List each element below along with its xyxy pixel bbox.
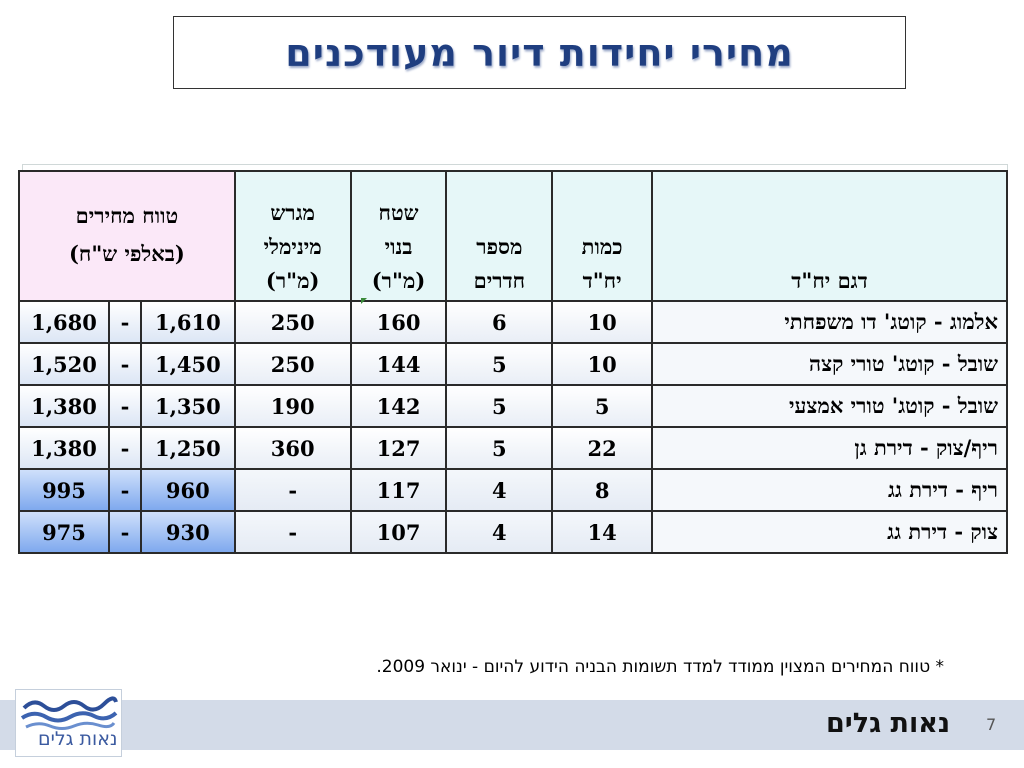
cell-min-plot: - (233, 468, 352, 512)
cell-rooms: 4 (445, 510, 554, 554)
table-frame (22, 164, 1008, 171)
table-row: ריף - דירת גג 8 4 117 - 960 - 995 (18, 468, 1008, 512)
cell-quantity: 8 (551, 468, 654, 512)
cell-model: צוק - דירת גג (651, 510, 1008, 554)
cell-price-dash: - (107, 342, 142, 386)
cell-model: אלמוג - קוטג' דו משפחתי (651, 300, 1008, 344)
cell-min-plot: - (233, 510, 352, 554)
cell-quantity: 10 (551, 300, 654, 344)
cell-quantity: 10 (551, 342, 654, 386)
page-title: מחירי יחידות דיור מעודכנים (285, 30, 794, 75)
header-price-range: טווח מחירים (באלפי ש"ח) (18, 170, 236, 302)
cell-model: שובל - קוטג' טורי קצה (651, 342, 1008, 386)
footnote: * טווח המחירים המצוין ממודד למדד תשומות … (376, 657, 944, 677)
title-box: מחירי יחידות דיור מעודכנים (173, 16, 906, 89)
cell-price-high: 1,380 (18, 384, 110, 428)
cell-price-dash: - (107, 384, 142, 428)
waves-logo-icon (20, 696, 118, 730)
cell-min-plot: 250 (233, 342, 352, 386)
cell-built-area: 160 (349, 300, 448, 344)
cell-min-plot: 190 (233, 384, 352, 428)
cell-built-area: 144 (349, 342, 448, 386)
cell-price-dash: - (107, 468, 142, 512)
cell-quantity: 22 (551, 426, 654, 470)
cell-rooms: 5 (445, 426, 554, 470)
table-row: שובל - קוטג' טורי קצה 10 5 144 250 1,450… (18, 342, 1008, 386)
cell-quantity: 14 (551, 510, 654, 554)
footer-brand: נאות גלים (826, 708, 951, 739)
cell-rooms: 5 (445, 384, 554, 428)
header-quantity: כמות יח"ד (551, 170, 654, 302)
cell-price-high: 1,680 (18, 300, 110, 344)
cell-price-low: 960 (139, 468, 236, 512)
cell-built-area: 107 (349, 510, 448, 554)
table-row: אלמוג - קוטג' דו משפחתי 10 6 160 250 1,6… (18, 300, 1008, 344)
table-row: צוק - דירת גג 14 4 107 - 930 - 975 (18, 510, 1008, 554)
cell-price-high: 995 (18, 468, 110, 512)
cell-price-low: 1,350 (139, 384, 236, 428)
cell-price-low: 930 (139, 510, 236, 554)
cell-model: שובל - קוטג' טורי אמצעי (651, 384, 1008, 428)
cell-price-high: 975 (18, 510, 110, 554)
cell-min-plot: 250 (233, 300, 352, 344)
page-number: 7 (986, 715, 997, 734)
cell-price-low: 1,250 (139, 426, 236, 470)
table-row: ריף/צוק - דירת גן 22 5 127 360 1,250 - 1… (18, 426, 1008, 470)
cell-price-low: 1,450 (139, 342, 236, 386)
price-table: דגם יח"ד כמות יח"ד מספר חדרים שטח בנוי (מ"ר)… (18, 170, 1008, 554)
cell-built-area: 117 (349, 468, 448, 512)
cell-price-dash: - (107, 300, 142, 344)
cell-built-area: 142 (349, 384, 448, 428)
cell-price-dash: - (107, 426, 142, 470)
cell-price-dash: - (107, 510, 142, 554)
cell-min-plot: 360 (233, 426, 352, 470)
cell-price-high: 1,380 (18, 426, 110, 470)
cell-quantity: 5 (551, 384, 654, 428)
cell-rooms: 5 (445, 342, 554, 386)
table-row: שובל - קוטג' טורי אמצעי 5 5 142 190 1,35… (18, 384, 1008, 428)
cell-built-area: 127 (349, 426, 448, 470)
cell-rooms: 4 (445, 468, 554, 512)
footer-bar (0, 700, 1024, 750)
header-min-plot: מגרש מינימלי (מ"ר) (233, 170, 352, 302)
logo-text: נאות גלים (38, 728, 118, 750)
table-container: דגם יח"ד כמות יח"ד מספר חדרים שטח בנוי (מ"ר)… (18, 164, 1008, 556)
cell-model: ריף - דירת גג (651, 468, 1008, 512)
header-rooms: מספר חדרים (445, 170, 554, 302)
cell-model: ריף/צוק - דירת גן (651, 426, 1008, 470)
header-model: דגם יח"ד (651, 170, 1008, 302)
logo: נאות גלים (15, 689, 122, 757)
header-built-area: שטח בנוי (מ"ר) (349, 170, 448, 302)
header-row: דגם יח"ד כמות יח"ד מספר חדרים שטח בנוי (מ"ר)… (18, 170, 1008, 302)
cell-price-low: 1,610 (139, 300, 236, 344)
cell-price-high: 1,520 (18, 342, 110, 386)
cell-rooms: 6 (445, 300, 554, 344)
cell-comment-marker (361, 298, 367, 304)
